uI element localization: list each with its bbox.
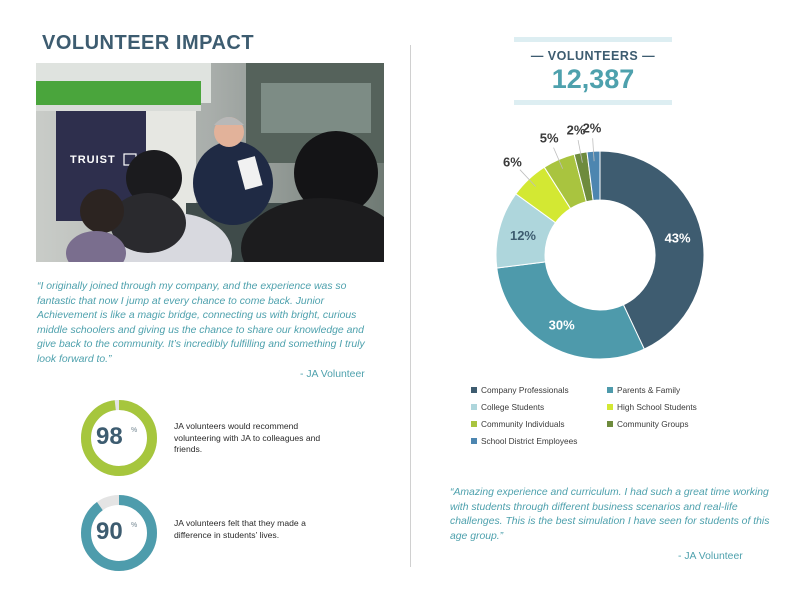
donut-leader-line-3: [519, 169, 536, 187]
classroom-photo: TRUIST: [36, 63, 384, 262]
donut-slice-1: [496, 261, 645, 360]
legend-swatch-4: [471, 421, 477, 427]
legend-swatch-3: [607, 404, 613, 410]
donut-label-1: 30%: [549, 318, 575, 333]
stat-unit-recommend: %: [131, 427, 138, 434]
volunteer-breakdown-donut-chart: 43% 30% 12% 6% 5% 2%2%: [495, 120, 705, 360]
donut-label-3: 6%: [503, 155, 522, 170]
legend-label-0: Company Professionals: [481, 385, 569, 395]
stat-ring-fill-recommend: [81, 400, 157, 476]
donut-leader-line-5: [577, 139, 583, 163]
donut-label-0: 43%: [665, 231, 691, 246]
donut-slice-0: [599, 150, 705, 350]
page-title: VOLUNTEER IMPACT: [42, 32, 255, 54]
donut-label-6: 2%: [583, 120, 602, 135]
legend-item-2: College Students: [471, 402, 544, 412]
donut-label-4: 5%: [540, 131, 559, 146]
stat-value-recommend: 98: [96, 423, 123, 450]
donut-label-5: 2%: [567, 122, 586, 137]
legend-label-2: College Students: [481, 402, 545, 412]
legend-label-5: Community Groups: [617, 419, 689, 429]
stat-text-difference: JA volunteers felt that they made a diff…: [174, 518, 306, 540]
stat-unit-difference: %: [131, 522, 138, 529]
volunteer-label: — VOLUNTEERS —: [530, 49, 656, 63]
donut-slice-6: [586, 150, 601, 201]
volunteer-box-top-bar: [514, 37, 672, 42]
legend-swatch-5: [607, 421, 613, 427]
donut-label-2: 12%: [510, 228, 536, 243]
truist-sign: TRUIST: [70, 154, 116, 166]
legend-swatch-0: [471, 387, 477, 393]
stat-text-recommend: JA volunteers would recommend volunteeri…: [174, 421, 321, 454]
legend-label-1: Parents & Family: [617, 385, 681, 395]
legend-item-1: Parents & Family: [607, 385, 680, 395]
column-divider: [410, 45, 411, 567]
volunteer-quote-right: “Amazing experience and curriculum. I ha…: [450, 487, 770, 542]
volunteer-quote-left: “I originally joined through my company,…: [37, 281, 365, 365]
legend-label-3: High School Students: [617, 402, 697, 412]
legend-label-6: School District Employees: [481, 436, 578, 446]
volunteer-box-bottom-bar: [514, 100, 672, 105]
legend-item-3: High School Students: [607, 402, 697, 412]
legend-swatch-6: [471, 438, 477, 444]
quote-attribution-left: - JA Volunteer: [300, 369, 365, 380]
legend-item-0: Company Professionals: [471, 385, 569, 395]
stat-ring-fill-difference: [81, 495, 157, 571]
volunteer-count-box: — VOLUNTEERS — 12,387: [514, 37, 672, 105]
stat-ring-recommend: [81, 400, 157, 476]
stat-ring-difference: [81, 495, 157, 571]
legend-swatch-2: [471, 404, 477, 410]
legend-item-5: Community Groups: [607, 419, 688, 429]
donut-leader-line-4: [553, 147, 564, 169]
quote-attribution-right: - JA Volunteer: [678, 551, 743, 562]
donut-leader-line-6: [592, 138, 595, 162]
legend-item-6: School District Employees: [471, 436, 577, 446]
volunteer-count: 12,387: [551, 64, 635, 94]
legend-item-4: Community Individuals: [471, 419, 564, 429]
legend-label-4: Community Individuals: [481, 419, 565, 429]
stat-value-difference: 90: [96, 518, 123, 545]
legend-swatch-1: [607, 387, 613, 393]
